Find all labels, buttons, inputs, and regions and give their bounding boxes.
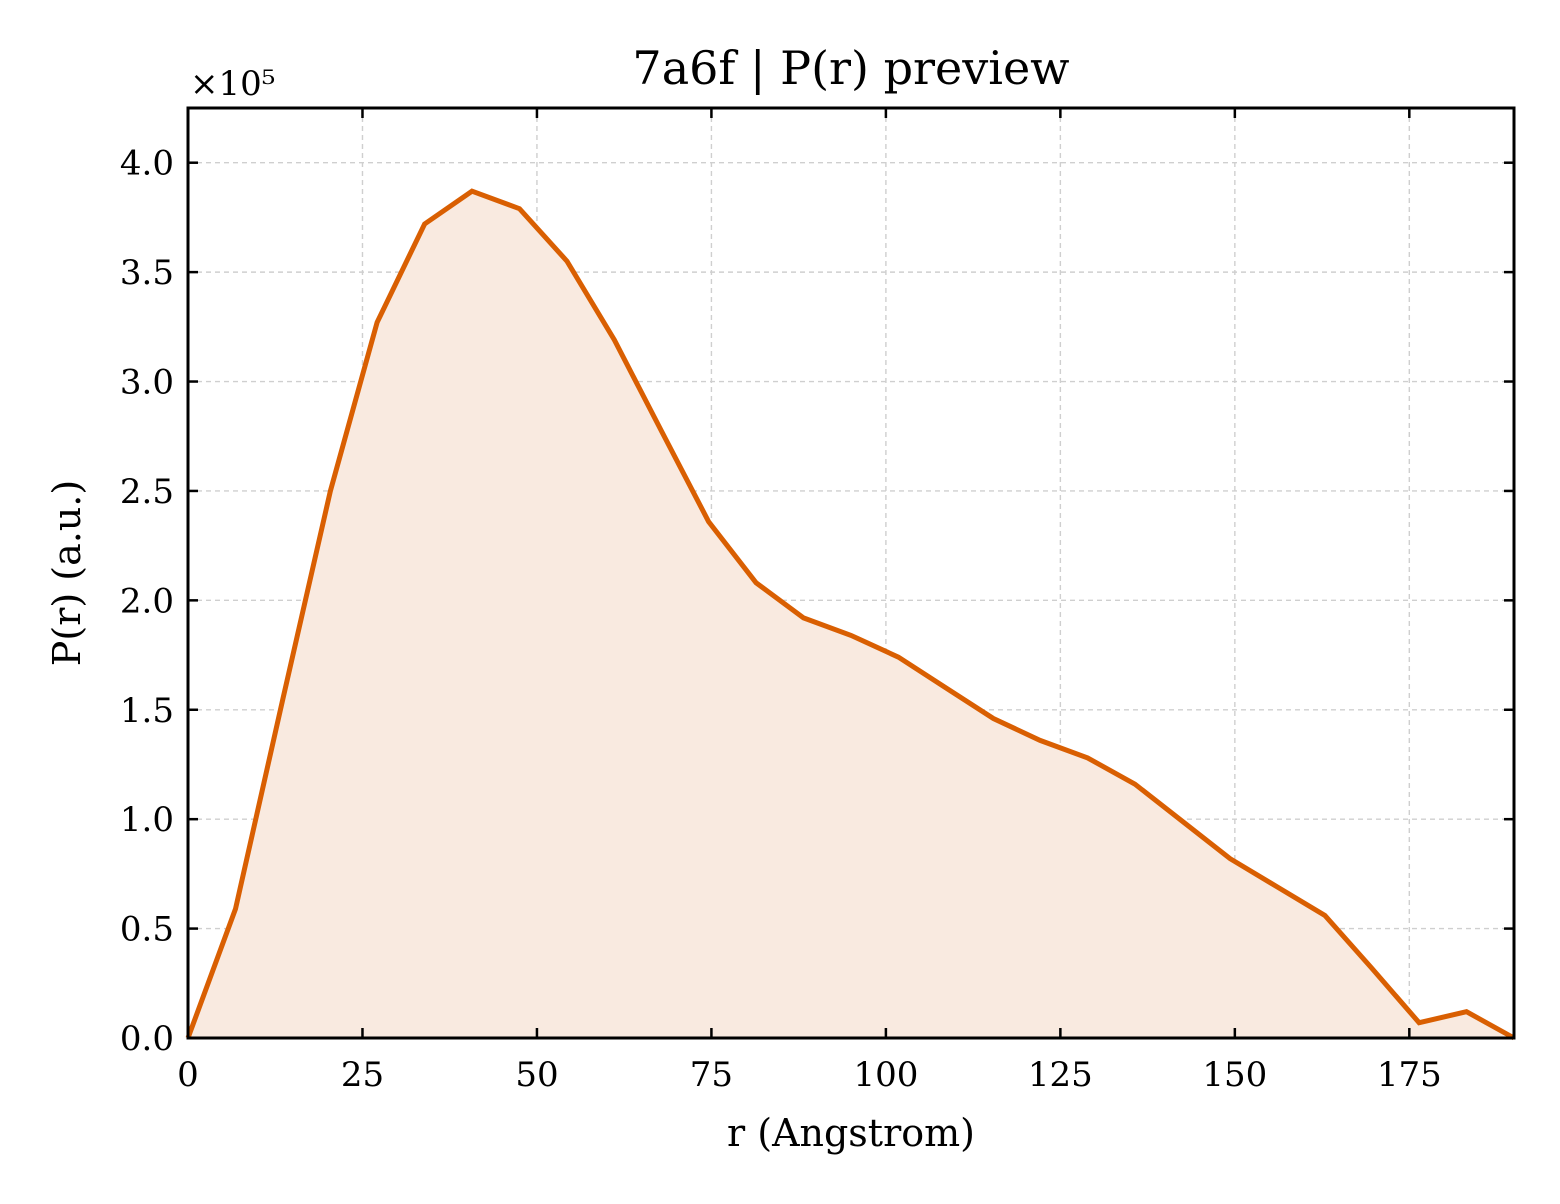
- chart-title: 7a6f | P(r) preview: [632, 41, 1069, 95]
- x-tick-label: 0: [177, 1055, 199, 1095]
- y-tick-label: 0.0: [120, 1019, 174, 1059]
- y-scale-multiplier: ×10⁵: [190, 64, 275, 104]
- ticks: 0 25 50 75 100 125 150 175 0.0 0.5 1.0 1.5 2.0 2.5 3.0…: [120, 108, 1514, 1095]
- x-tick-label: 100: [853, 1055, 918, 1095]
- y-tick-label: 1.5: [120, 691, 174, 731]
- x-axis-label: r (Angstrom): [727, 1111, 975, 1155]
- y-tick-label: 3.0: [120, 363, 174, 403]
- plot-frame: [186, 106, 1516, 1040]
- line-layer: [185, 188, 1516, 1041]
- x-tick-label: 75: [690, 1055, 733, 1095]
- x-tick-label: 50: [515, 1055, 558, 1095]
- y-axis-label: P(r) (a.u.): [45, 480, 89, 666]
- y-tick-label: 2.0: [120, 581, 174, 621]
- y-tick-label: 3.5: [120, 253, 174, 293]
- x-tick-label: 175: [1377, 1055, 1442, 1095]
- x-tick-label: 25: [341, 1055, 384, 1095]
- y-tick-label: 4.0: [120, 144, 174, 184]
- pr-area-fill: [188, 191, 1514, 1038]
- y-tick-label: 2.5: [120, 472, 174, 512]
- pr-curve-line: [185, 188, 1516, 1041]
- x-tick-label: 150: [1202, 1055, 1267, 1095]
- x-tick-label: 125: [1028, 1055, 1093, 1095]
- y-tick-label: 1.0: [120, 800, 174, 840]
- y-tick-label: 0.5: [120, 910, 174, 950]
- area-layer: [188, 191, 1514, 1038]
